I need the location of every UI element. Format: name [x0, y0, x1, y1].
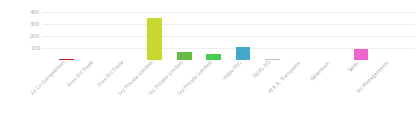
- Bar: [206, 54, 221, 60]
- Bar: [59, 59, 74, 60]
- Bar: [354, 49, 368, 60]
- Bar: [265, 59, 280, 60]
- Bar: [147, 18, 162, 60]
- Bar: [236, 47, 251, 60]
- Bar: [177, 52, 191, 60]
